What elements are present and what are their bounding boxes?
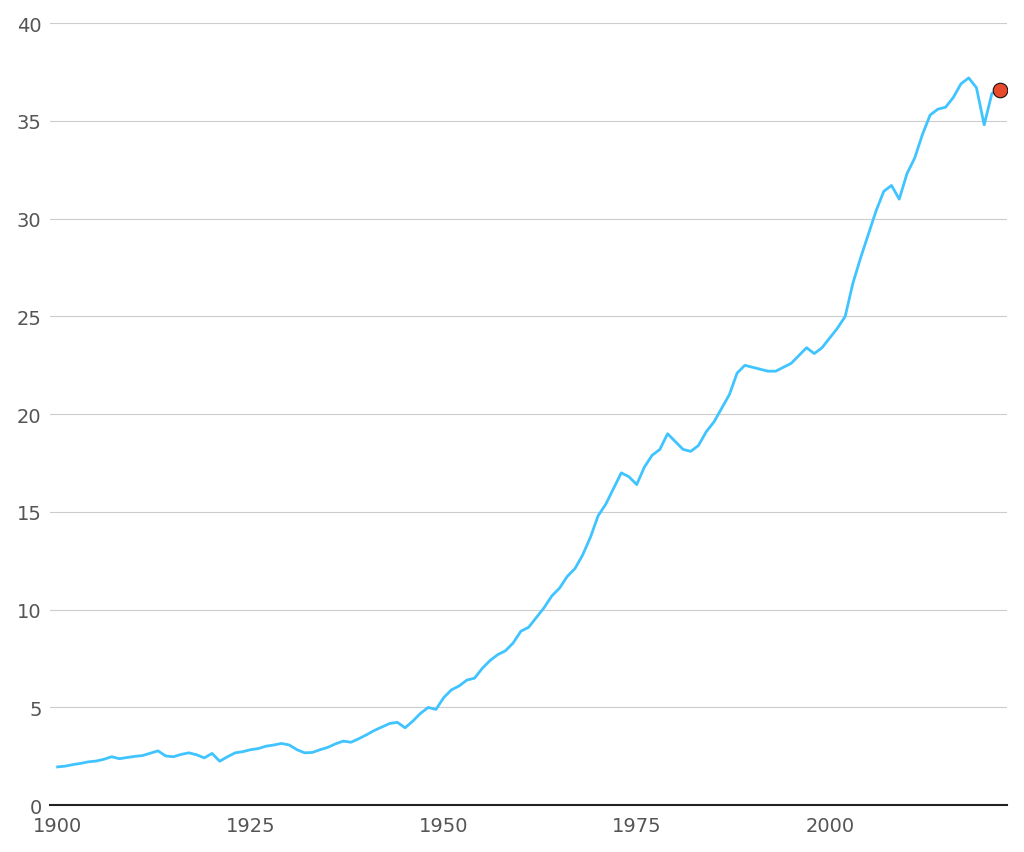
Point xyxy=(991,83,1008,97)
